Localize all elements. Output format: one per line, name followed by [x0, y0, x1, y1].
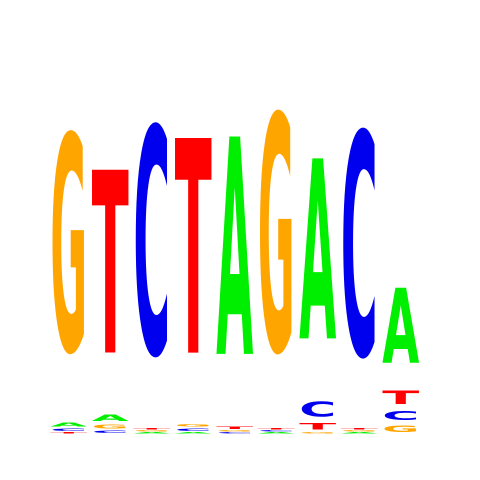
- letter-t-pos9-minor: T: [382, 387, 420, 409]
- letter-g-pos9-minor: G: [382, 423, 419, 434]
- letter-t-pos7-minor: T: [299, 421, 337, 432]
- letter-a-pos2-minor: A: [92, 413, 130, 424]
- letter-g-pos4-minor: G: [175, 423, 212, 427]
- letter-t-pos5-minor: T: [216, 426, 253, 430]
- letter-a-pos1-minor: A: [50, 421, 88, 427]
- letter-c-pos7-minor: C: [299, 398, 336, 422]
- letter-t-pos3-minor: T: [133, 428, 170, 430]
- letter-g-pos5-minor: G: [216, 430, 253, 432]
- letter-a-pos8-minor: A: [341, 432, 378, 434]
- letter-a-pos4-minor: A: [175, 432, 212, 434]
- letter-c-pos8-major: C: [341, 71, 378, 427]
- letter-a-pos3-minor: A: [133, 432, 170, 434]
- letter-t-pos6-minor: T: [258, 428, 295, 430]
- letter-c-pos4-minor: C: [175, 428, 212, 432]
- letter-a-pos9-major: A: [382, 268, 419, 387]
- letter-g-pos7-minor: G: [299, 432, 336, 434]
- letter-a-pos6-minor: A: [258, 432, 295, 434]
- letter-t-pos1-minor: T: [50, 432, 87, 434]
- letter-a-pos7-major: A: [299, 109, 336, 396]
- letter-g-pos8-minor: G: [341, 430, 378, 432]
- letter-g-pos1-major: G: [50, 75, 87, 420]
- letter-t-pos2-major: T: [92, 120, 129, 412]
- letter-c-pos1-minor: C: [50, 428, 87, 432]
- letter-c-pos5-minor: C: [216, 432, 253, 434]
- letter-g-pos6-major: G: [258, 49, 295, 427]
- letter-c-pos6-minor: C: [258, 430, 295, 432]
- letter-t-pos8-minor: T: [341, 428, 378, 430]
- letter-c-pos9-minor: C: [382, 408, 419, 423]
- letter-g-pos2-minor: G: [92, 423, 129, 429]
- letter-a-pos5-major: A: [216, 79, 253, 425]
- letter-g-pos3-minor: G: [133, 430, 170, 432]
- letter-c-pos2-minor: C: [92, 430, 129, 434]
- letter-c-pos3-major: C: [133, 64, 170, 427]
- letter-t-pos4-major: T: [175, 79, 212, 423]
